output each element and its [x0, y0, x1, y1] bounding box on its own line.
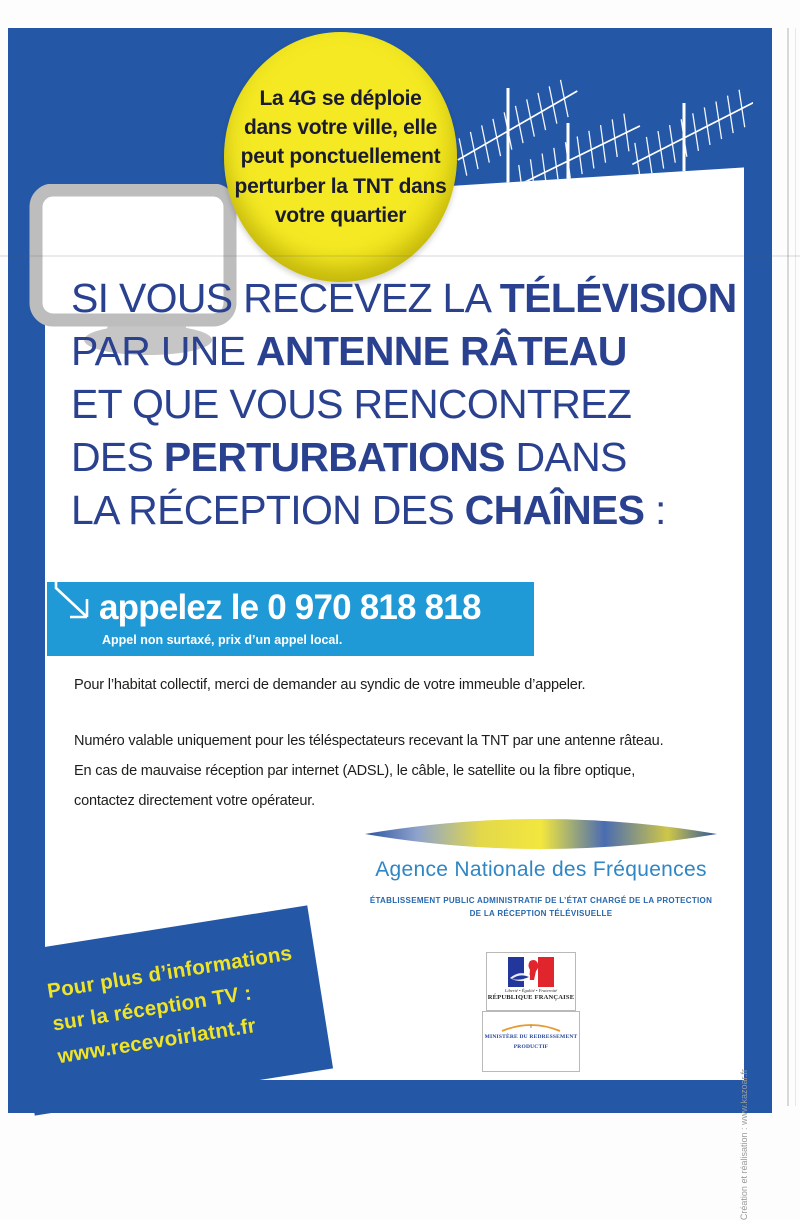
republic-name: RÉPUBLIQUE FRANÇAISE — [487, 994, 575, 1001]
headline-line: SI VOUS RECEVEZ LA TÉLÉVISION — [71, 275, 737, 321]
credit-note: Création et réalisation : www.kazoar.fr — [739, 1069, 749, 1220]
republic-motto: Liberté • Égalité • Fraternité — [504, 988, 558, 993]
phone-number: appelez le 0 970 818 818 — [99, 588, 481, 627]
tv-antennas-graphic — [447, 74, 753, 204]
anfr-name: Agence Nationale des Fréquences — [375, 858, 707, 881]
call-note: Appel non surtaxé, prix d’un appel local… — [102, 633, 343, 647]
ministry-name: MINISTÈRE DU REDRESSEMENT PRODUCTIF — [484, 1034, 578, 1050]
main-headline: SI VOUS RECEVEZ LA TÉLÉVISION PAR UNE AN… — [71, 275, 751, 540]
scan-artifact-line — [0, 255, 800, 257]
headline-line: LA RÉCEPTION DES CHAÎNES : — [71, 487, 666, 533]
badge-text: La 4G se déploie dans votre ville, elle … — [234, 86, 447, 228]
headline-line: ET QUE VOUS RENCONTREZ — [71, 381, 632, 427]
down-right-arrow-icon — [54, 581, 89, 619]
french-flag-marianne-icon — [508, 957, 554, 987]
scan-page-edge — [795, 28, 796, 1106]
anfr-logo-block: Agence Nationale des Fréquences ÉTABLISS… — [360, 816, 722, 921]
4g-notice-badge: La 4G se déploie dans votre ville, elle … — [224, 32, 457, 282]
scan-page-edge — [787, 28, 789, 1106]
anfr-lens-icon — [365, 819, 717, 849]
headline-line: DES PERTURBATIONS DANS — [71, 434, 627, 480]
validity-note: Numéro valable uniquement pour les télés… — [74, 732, 664, 809]
right-border — [744, 156, 772, 1113]
call-banner[interactable]: appelez le 0 970 818 818 Appel non surta… — [47, 581, 534, 656]
collective-housing-note: Pour l’habitat collectif, merci de deman… — [74, 676, 586, 693]
ministry-arc-icon — [501, 1024, 561, 1032]
republique-francaise-logo: Liberté • Égalité • Fraternité RÉPUBLIQU… — [486, 952, 576, 1011]
anfr-descriptor: ÉTABLISSEMENT PUBLIC ADMINISTRATIF DE L’… — [369, 896, 713, 918]
tv-icon — [29, 184, 237, 355]
headline-line: PAR UNE ANTENNE RÂTEAU — [71, 328, 627, 374]
more-info-text: Pour plus d’informations sur la réceptio… — [45, 941, 294, 1069]
flyer: La 4G se déploie dans votre ville, elle … — [8, 26, 772, 1220]
ministry-logo: MINISTÈRE DU REDRESSEMENT PRODUCTIF — [482, 1011, 580, 1072]
